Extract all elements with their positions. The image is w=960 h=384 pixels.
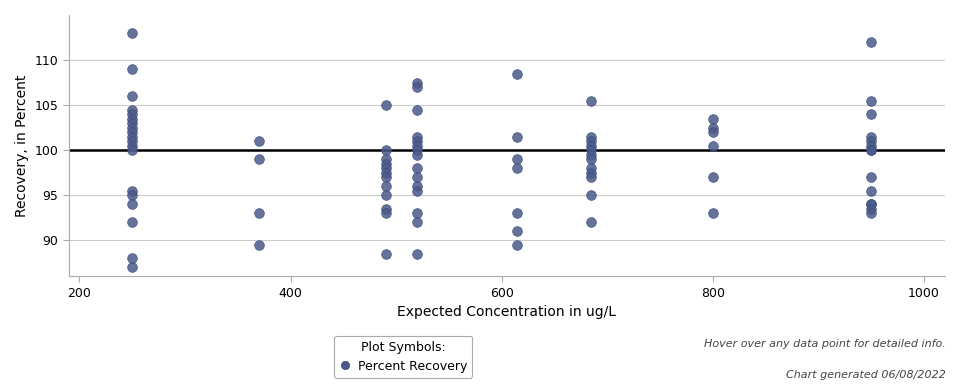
Point — [863, 205, 878, 212]
Point — [705, 210, 720, 216]
Point — [705, 174, 720, 180]
Point — [584, 174, 599, 180]
Legend: Percent Recovery: Percent Recovery — [334, 336, 472, 378]
Point — [125, 255, 140, 261]
Point — [410, 250, 425, 257]
Point — [378, 250, 394, 257]
Point — [863, 201, 878, 207]
Point — [410, 147, 425, 153]
Point — [410, 219, 425, 225]
Point — [125, 192, 140, 198]
Point — [410, 183, 425, 189]
Point — [410, 174, 425, 180]
Point — [378, 161, 394, 167]
Point — [378, 210, 394, 216]
Point — [510, 228, 525, 234]
Point — [863, 201, 878, 207]
Point — [584, 165, 599, 171]
Point — [125, 187, 140, 194]
Point — [510, 134, 525, 140]
Point — [410, 151, 425, 157]
Point — [584, 147, 599, 153]
Point — [510, 156, 525, 162]
Point — [863, 134, 878, 140]
Point — [125, 147, 140, 153]
Point — [125, 111, 140, 117]
Point — [584, 156, 599, 162]
Point — [584, 142, 599, 149]
Point — [705, 124, 720, 131]
Point — [252, 242, 267, 248]
Point — [125, 129, 140, 135]
Point — [252, 138, 267, 144]
Point — [705, 116, 720, 122]
Point — [378, 169, 394, 175]
Point — [584, 219, 599, 225]
Point — [125, 124, 140, 131]
Point — [863, 138, 878, 144]
Point — [584, 192, 599, 198]
Point — [863, 111, 878, 117]
Point — [410, 210, 425, 216]
Point — [378, 147, 394, 153]
Point — [125, 138, 140, 144]
Point — [125, 134, 140, 140]
Point — [510, 242, 525, 248]
Point — [378, 174, 394, 180]
Point — [378, 156, 394, 162]
Point — [510, 70, 525, 76]
Point — [584, 151, 599, 157]
Point — [125, 219, 140, 225]
Point — [510, 165, 525, 171]
Point — [863, 98, 878, 104]
Point — [378, 205, 394, 212]
Point — [410, 134, 425, 140]
Point — [584, 134, 599, 140]
Point — [863, 174, 878, 180]
Point — [125, 106, 140, 113]
Point — [125, 66, 140, 72]
Point — [705, 129, 720, 135]
Point — [584, 98, 599, 104]
Point — [410, 165, 425, 171]
Point — [705, 142, 720, 149]
X-axis label: Expected Concentration in ug/L: Expected Concentration in ug/L — [397, 305, 616, 319]
Y-axis label: Recovery, in Percent: Recovery, in Percent — [15, 74, 29, 217]
Point — [125, 116, 140, 122]
Point — [410, 106, 425, 113]
Point — [410, 84, 425, 90]
Point — [125, 201, 140, 207]
Point — [125, 264, 140, 270]
Point — [125, 120, 140, 126]
Point — [863, 147, 878, 153]
Point — [378, 183, 394, 189]
Point — [378, 165, 394, 171]
Point — [863, 147, 878, 153]
Point — [863, 210, 878, 216]
Point — [252, 210, 267, 216]
Point — [125, 93, 140, 99]
Point — [378, 192, 394, 198]
Point — [410, 142, 425, 149]
Point — [510, 210, 525, 216]
Point — [125, 142, 140, 149]
Point — [863, 142, 878, 149]
Point — [863, 39, 878, 45]
Point — [410, 138, 425, 144]
Text: Hover over any data point for detailed info.: Hover over any data point for detailed i… — [704, 339, 946, 349]
Text: Chart generated 06/08/2022: Chart generated 06/08/2022 — [785, 370, 946, 380]
Point — [584, 169, 599, 175]
Point — [410, 187, 425, 194]
Point — [125, 30, 140, 36]
Point — [378, 102, 394, 108]
Point — [410, 79, 425, 86]
Point — [863, 187, 878, 194]
Point — [252, 156, 267, 162]
Point — [584, 138, 599, 144]
